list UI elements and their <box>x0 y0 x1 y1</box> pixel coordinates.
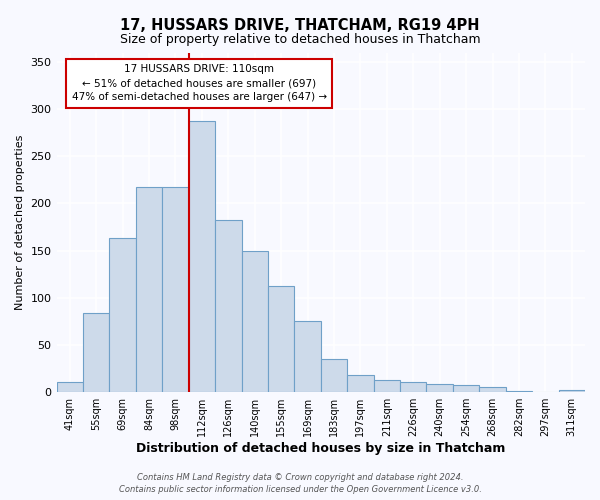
Bar <box>188 122 215 392</box>
Bar <box>453 384 479 392</box>
Bar <box>400 382 427 392</box>
Bar <box>321 359 347 392</box>
Bar <box>427 384 453 392</box>
Bar <box>83 313 109 392</box>
Bar <box>559 390 585 392</box>
Y-axis label: Number of detached properties: Number of detached properties <box>15 134 25 310</box>
Bar <box>215 220 242 392</box>
Bar <box>162 188 188 392</box>
Bar <box>347 375 374 392</box>
X-axis label: Distribution of detached houses by size in Thatcham: Distribution of detached houses by size … <box>136 442 505 455</box>
Text: 17, HUSSARS DRIVE, THATCHAM, RG19 4PH: 17, HUSSARS DRIVE, THATCHAM, RG19 4PH <box>120 18 480 32</box>
Bar <box>479 388 506 392</box>
Bar <box>374 380 400 392</box>
Bar <box>268 286 295 392</box>
Bar <box>109 238 136 392</box>
Text: Contains HM Land Registry data © Crown copyright and database right 2024.
Contai: Contains HM Land Registry data © Crown c… <box>119 473 481 494</box>
Text: Size of property relative to detached houses in Thatcham: Size of property relative to detached ho… <box>119 32 481 46</box>
Bar <box>242 250 268 392</box>
Bar <box>136 188 162 392</box>
Text: 17 HUSSARS DRIVE: 110sqm
← 51% of detached houses are smaller (697)
47% of semi-: 17 HUSSARS DRIVE: 110sqm ← 51% of detach… <box>71 64 327 102</box>
Bar <box>295 322 321 392</box>
Bar <box>56 382 83 392</box>
